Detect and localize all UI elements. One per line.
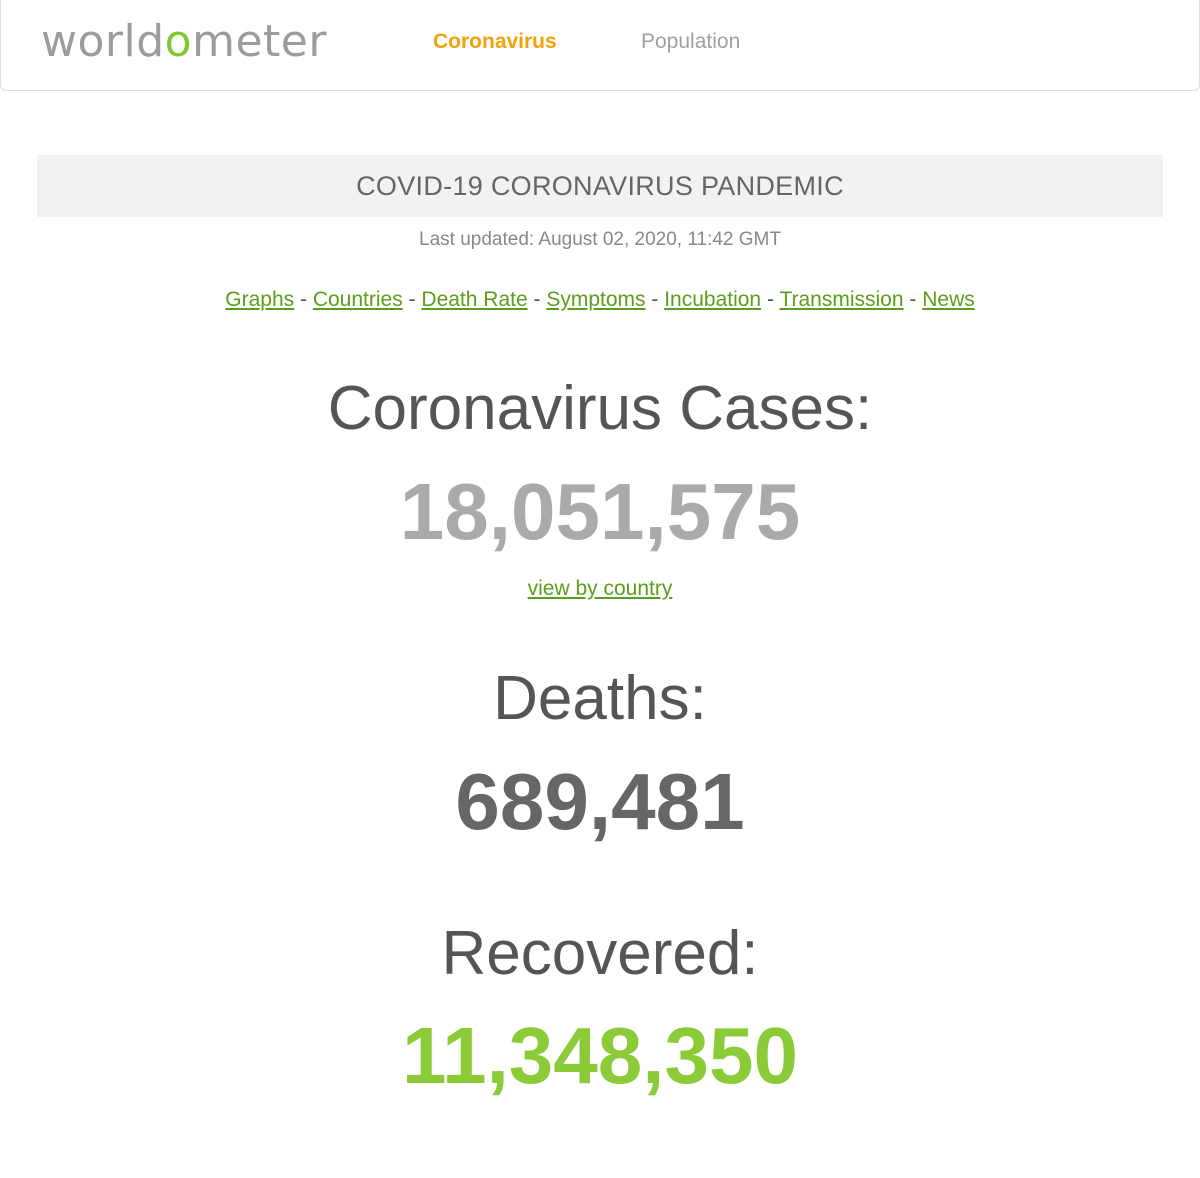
link-separator: - xyxy=(408,288,416,311)
link-transmission[interactable]: Transmission xyxy=(779,288,904,311)
cases-count: 18,051,575 xyxy=(399,467,801,556)
link-news[interactable]: News xyxy=(922,288,975,311)
recovered-label: Recovered: xyxy=(441,919,759,988)
link-incubation[interactable]: Incubation xyxy=(664,288,762,311)
quick-links: Graphs - Countries - Death Rate - Sympto… xyxy=(0,288,1200,312)
recovered-count: 11,348,350 xyxy=(402,1011,798,1100)
logo-text-world: world xyxy=(41,16,165,67)
deaths-label: Deaths: xyxy=(493,664,707,733)
cases-label: Coronavirus Cases: xyxy=(327,374,873,443)
last-updated: Last updated: August 02, 2020, 11:42 GMT xyxy=(419,229,781,250)
link-graphs[interactable]: Graphs xyxy=(225,288,295,311)
link-countries[interactable]: Countries xyxy=(312,288,403,311)
deaths-count: 689,481 xyxy=(455,757,745,846)
page-title: COVID-19 CORONAVIRUS PANDEMIC xyxy=(356,170,844,201)
link-separator: - xyxy=(533,288,541,311)
link-death-rate[interactable]: Death Rate xyxy=(421,288,528,311)
page-title-banner: COVID-19 CORONAVIRUS PANDEMIC xyxy=(37,155,1163,217)
navbar: worldometer Coronavirus Population xyxy=(0,0,1200,91)
link-separator: - xyxy=(909,288,917,311)
worldometer-logo[interactable]: worldometer xyxy=(41,16,327,67)
view-by-country-link[interactable]: view by country xyxy=(527,577,673,600)
nav-population[interactable]: Population xyxy=(641,30,741,53)
link-symptoms[interactable]: Symptoms xyxy=(546,288,646,311)
link-separator: - xyxy=(766,288,774,311)
logo-text-o: o xyxy=(164,16,193,67)
link-separator: - xyxy=(651,288,659,311)
logo-text-meter: meter xyxy=(192,16,327,67)
view-by-country-wrapper: view by country xyxy=(0,577,1200,601)
link-separator: - xyxy=(299,288,307,311)
nav-coronavirus[interactable]: Coronavirus xyxy=(433,30,557,53)
